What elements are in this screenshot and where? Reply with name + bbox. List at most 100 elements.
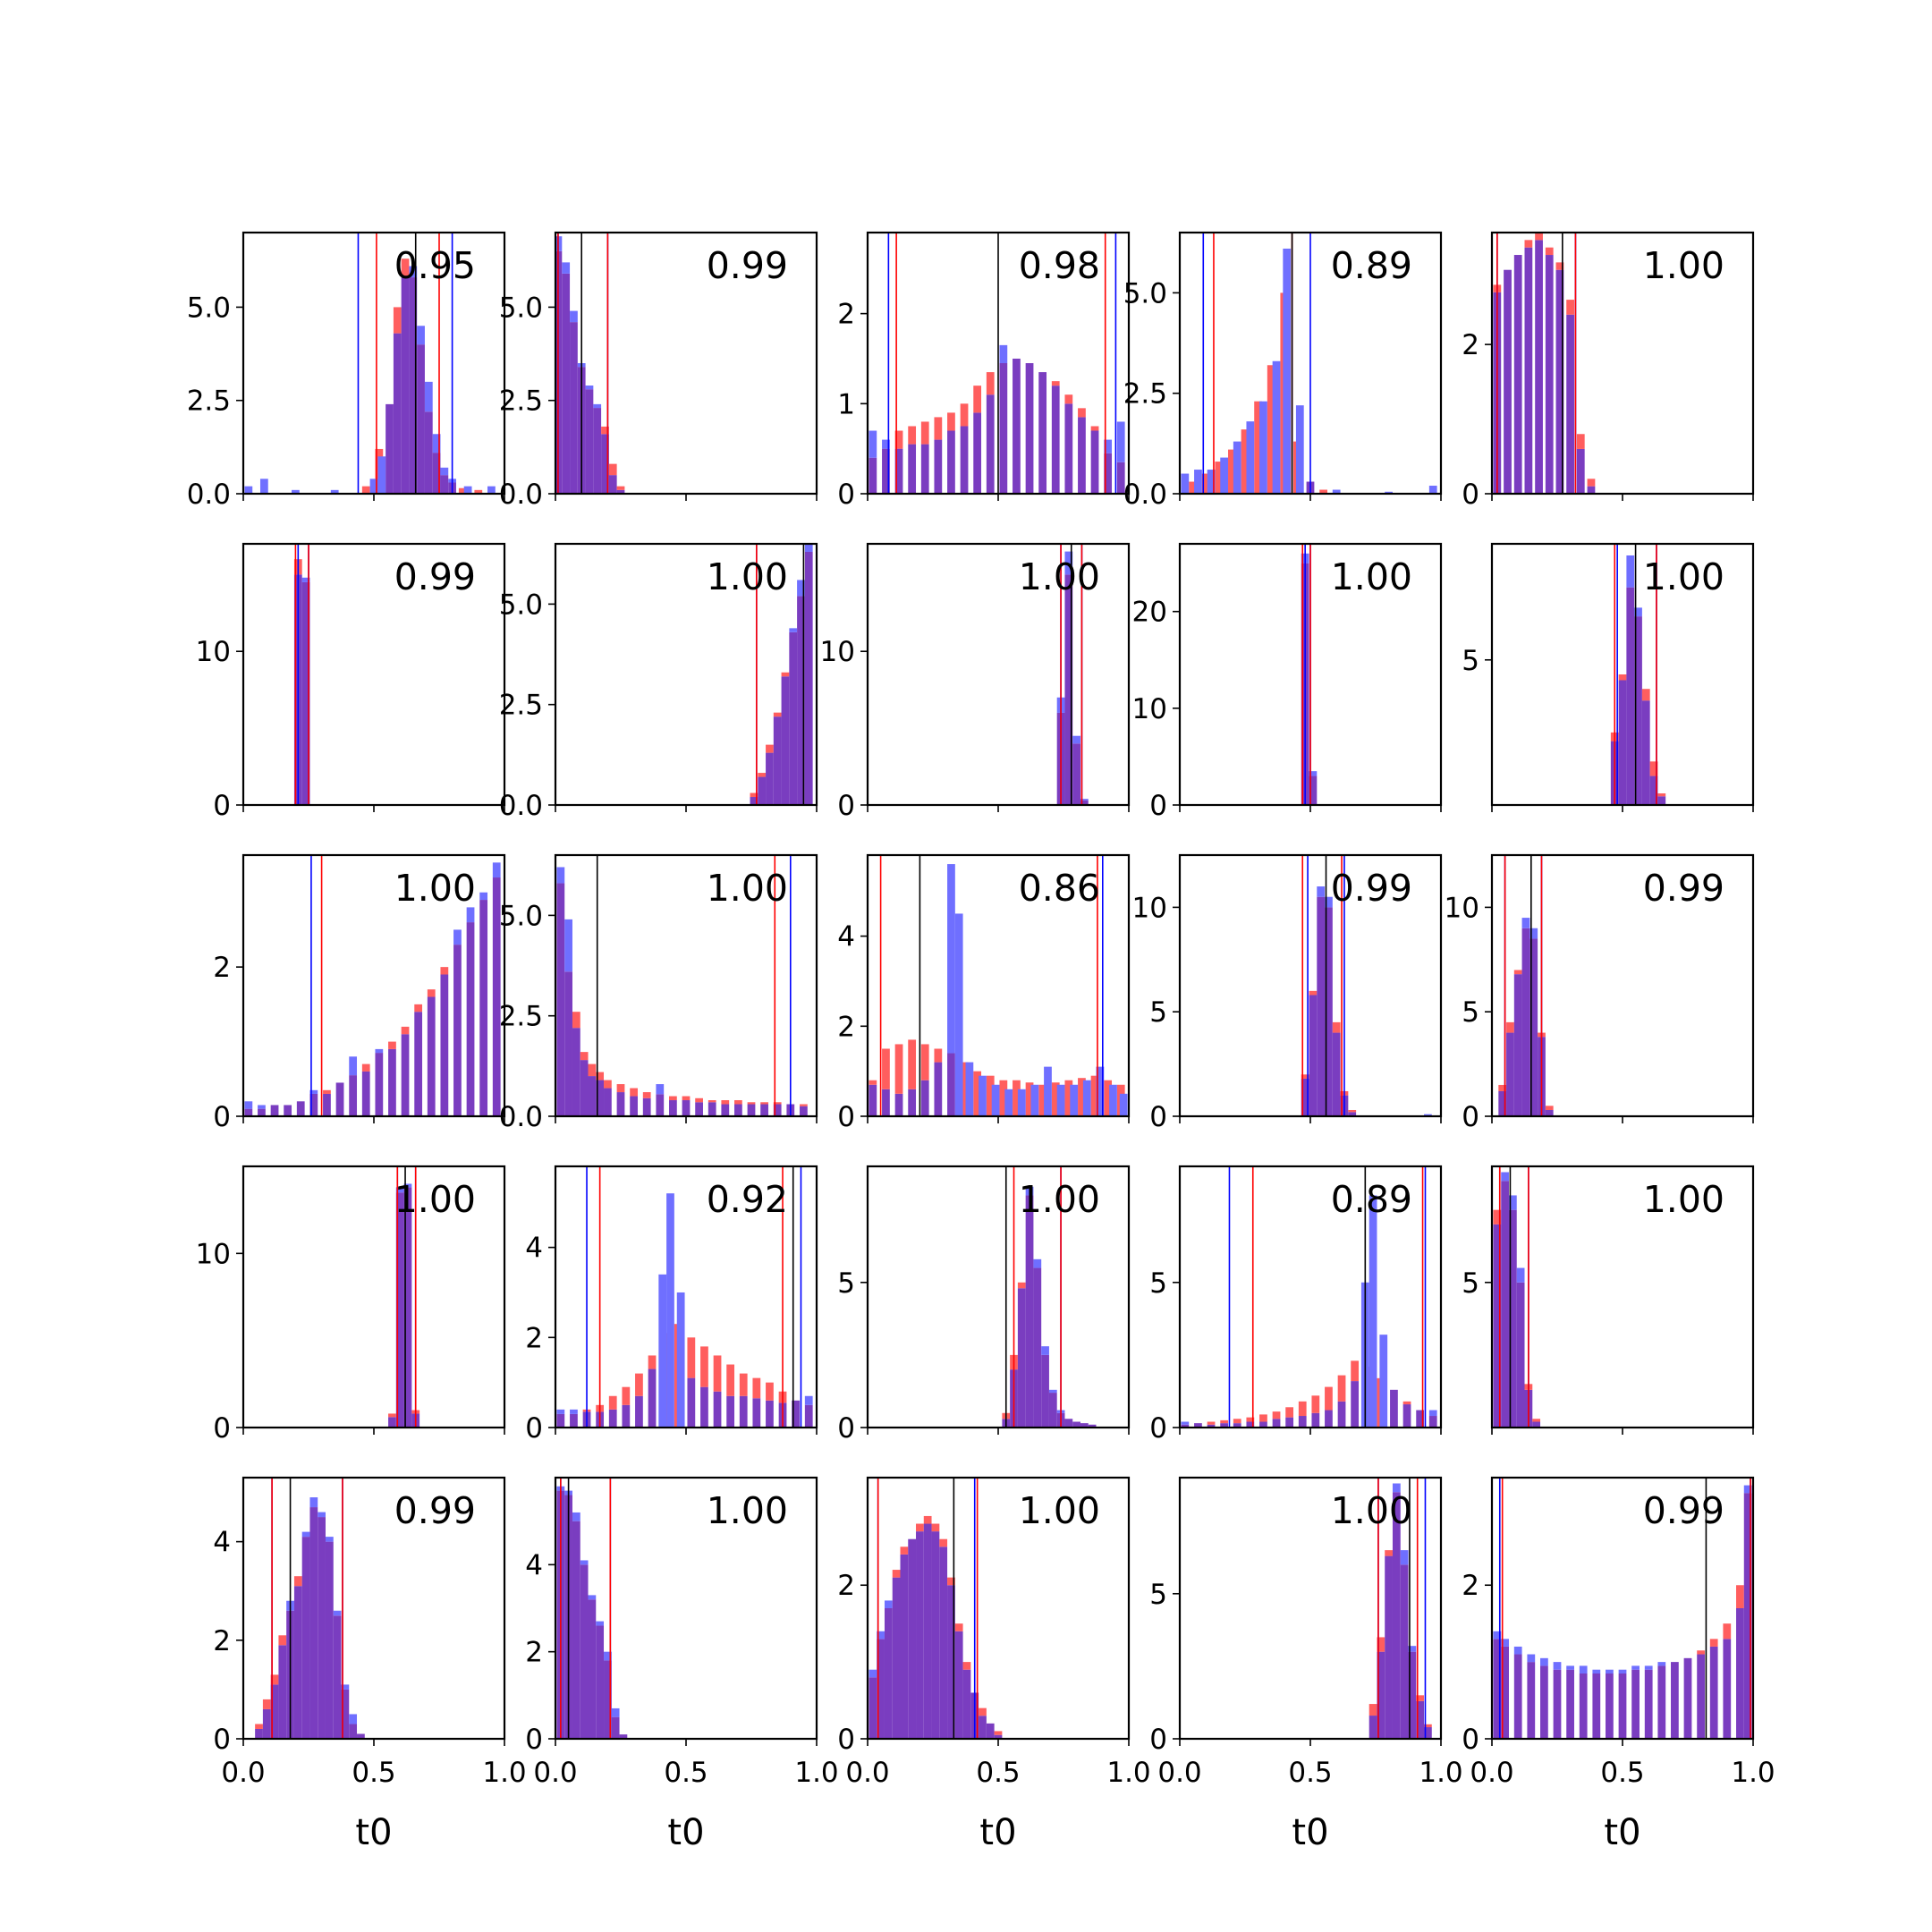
histogram-bar-overlap	[1301, 1078, 1309, 1116]
histogram-bar-blue	[463, 486, 472, 494]
histogram-bar-overlap	[1017, 1288, 1026, 1428]
histogram-bar-red	[1038, 1084, 1047, 1116]
histogram-bar-overlap	[695, 1102, 703, 1116]
histogram-bar-red	[1325, 1386, 1333, 1411]
histogram-bar-blue	[789, 628, 798, 632]
histogram-bar-overlap	[1272, 1419, 1281, 1428]
histogram-bar-overlap	[1013, 358, 1021, 494]
histogram-bar-red	[1385, 1550, 1393, 1556]
histogram-bar-red	[894, 1044, 903, 1094]
histogram-bar-red	[1272, 1411, 1281, 1419]
y-tick-label: 2	[213, 952, 231, 984]
correlation-annotation: 1.00	[394, 1178, 476, 1221]
histogram-bar-blue	[884, 1600, 893, 1608]
histogram-bar-red	[1424, 1724, 1432, 1728]
histogram-bar-overlap	[1566, 314, 1574, 494]
histogram-bar-overlap	[335, 1082, 344, 1116]
y-tick-label: 2.5	[1123, 378, 1167, 411]
histogram-bar-blue	[1033, 1258, 1042, 1268]
histogram-bar-red	[1207, 1421, 1216, 1425]
histogram-bar-overlap	[361, 1071, 370, 1116]
histogram-bar-blue	[1332, 489, 1341, 494]
histogram-bar-red	[270, 1674, 279, 1685]
y-tick-label: 4	[525, 1549, 543, 1581]
y-tick-label: 5	[1149, 1579, 1167, 1611]
histogram-bar-red	[616, 486, 625, 490]
histogram-bar-red	[973, 1071, 982, 1116]
subplot-2-0: 021.00	[213, 853, 506, 1133]
y-tick-label: 5	[1462, 996, 1479, 1029]
histogram-bar-overlap	[766, 1400, 774, 1428]
correlation-annotation: 1.00	[1331, 555, 1412, 598]
histogram-bar-overlap	[931, 1531, 940, 1739]
histogram-bar-overlap	[1506, 1032, 1514, 1116]
histogram-bar-red	[669, 1096, 677, 1101]
histogram-bar-blue	[1618, 1669, 1627, 1674]
histogram-bar-overlap	[401, 277, 410, 494]
histogram-bar-overlap	[1064, 574, 1073, 805]
histogram-bar-overlap	[333, 1615, 342, 1739]
histogram-bar-blue	[596, 1621, 605, 1626]
histogram-bar-overlap	[611, 1716, 620, 1739]
histogram-bar-red	[1017, 1282, 1026, 1289]
plot-area	[1498, 855, 1554, 1116]
histogram-bar-overlap	[262, 1708, 271, 1739]
subplot-3-4: 51.00	[1462, 1165, 1755, 1435]
correlation-annotation: 1.00	[1019, 1178, 1100, 1221]
histogram-bar-overlap	[1606, 1674, 1614, 1739]
x-axis-label: t0	[355, 1812, 392, 1853]
histogram-bar-red	[1064, 394, 1073, 404]
histogram-bar-overlap	[1051, 386, 1060, 494]
y-tick-label: 2.5	[499, 386, 543, 418]
histogram-bar-overlap	[766, 752, 774, 805]
correlation-annotation: 0.99	[394, 555, 476, 598]
histogram-bar-red	[920, 421, 929, 445]
histogram-bar-overlap	[593, 408, 602, 494]
histogram-bar-overlap	[1309, 995, 1318, 1116]
histogram-bar-overlap	[934, 439, 943, 494]
histogram-bar-overlap	[424, 411, 433, 494]
histogram-bar-overlap	[427, 996, 436, 1116]
subplot-4-4: 0 2 0.0 0.5 1.0 t0 0.99	[1462, 1476, 1775, 1853]
histogram-bar-blue	[1070, 1084, 1079, 1116]
x-axis-label: t0	[979, 1812, 1016, 1853]
histogram-bar-overlap	[301, 581, 310, 805]
y-tick-label: 0	[213, 1101, 231, 1133]
histogram-bar-red	[1233, 1419, 1241, 1424]
histogram-bar-overlap	[1298, 1416, 1307, 1428]
histogram-bar-blue	[403, 1183, 412, 1188]
histogram-bar-blue	[1408, 1646, 1417, 1652]
correlation-annotation: 0.99	[394, 1489, 476, 1532]
histogram-bar-overlap	[869, 1677, 877, 1739]
histogram-bar-overlap	[1501, 1646, 1509, 1739]
histogram-bar-red	[1228, 449, 1236, 494]
histogram-bar-overlap	[1631, 1669, 1640, 1739]
histogram-bar-overlap	[1644, 1669, 1653, 1739]
histogram-bar-overlap	[278, 1645, 287, 1739]
histogram-bar-blue	[1521, 918, 1530, 928]
histogram-bar-overlap	[403, 1187, 412, 1428]
histogram-bar-overlap	[916, 1531, 924, 1739]
histogram-bar-overlap	[556, 883, 565, 1116]
histogram-bar-blue	[301, 1531, 310, 1538]
subplot-3-3: 050.89	[1149, 1165, 1443, 1445]
histogram-bar-blue	[1631, 1665, 1640, 1670]
histogram-bar-blue	[1400, 1550, 1409, 1565]
histogram-bar-overlap	[1576, 448, 1585, 494]
y-tick-label: 0	[1462, 1101, 1479, 1133]
histogram-bar-overlap	[357, 1733, 365, 1739]
y-tick-label: 0	[837, 790, 855, 822]
subplot-4-0: 0 2 4 0.0 0.5 1.0 t0 0.99	[213, 1476, 527, 1853]
histogram-bar-overlap	[1038, 372, 1047, 494]
histogram-bar-red	[1319, 489, 1327, 494]
histogram-bar-red	[892, 1570, 901, 1578]
histogram-bar-overlap	[580, 1564, 589, 1739]
y-tick-label: 10	[820, 636, 855, 668]
histogram-bar-red	[700, 1346, 708, 1387]
histogram-bar-blue	[1207, 470, 1216, 494]
histogram-bar-red	[1532, 1419, 1541, 1422]
y-tick-label: 0	[1149, 790, 1167, 822]
histogram-bar-blue	[947, 864, 955, 1054]
histogram-bar-overlap	[562, 273, 571, 494]
plot-area	[1181, 1166, 1437, 1428]
